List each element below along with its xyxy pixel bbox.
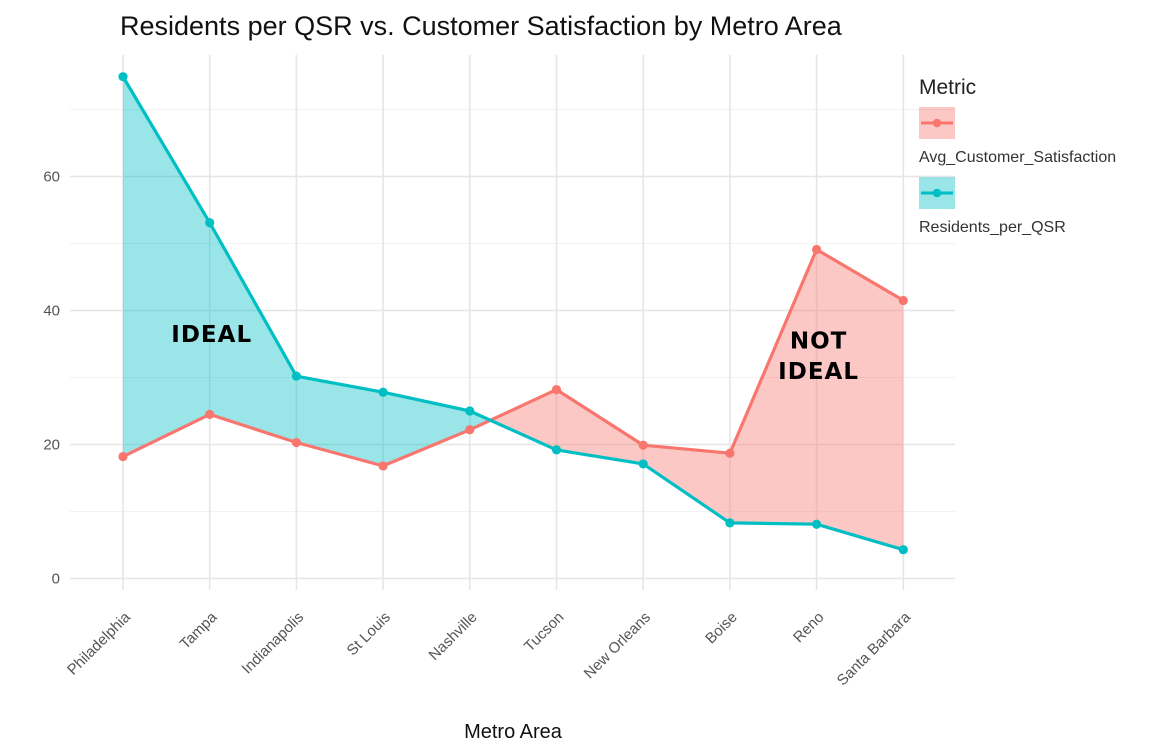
x-tick-label: Indianapolis [239,609,308,678]
y-tick-label: 20 [43,437,60,454]
data-point [378,387,388,397]
data-point [638,440,648,450]
data-point [465,425,475,435]
data-point [898,295,908,306]
grid-layer [70,55,955,590]
y-axis: 0 20 40 60 [43,169,60,588]
x-tick-label: St Louis [344,609,394,659]
legend-label: Avg_Customer_Satisfaction [919,149,1116,166]
chart-title: Residents per QSR vs. Customer Satisfact… [120,11,843,41]
data-point [291,437,301,448]
fill-between-region [643,445,730,523]
data-point [551,384,562,395]
legend-key-point [932,118,942,128]
fill-between-region [209,222,297,443]
data-point [205,218,215,228]
fill-between-region [490,389,557,450]
x-tick-label: Boise [702,609,741,648]
fill-between-region [123,76,210,457]
legend-label: Residents_per_QSR [919,219,1066,236]
legend-entry: Avg_Customer_Satisfaction [919,107,1116,166]
y-tick-label: 0 [52,571,60,588]
series-line-0 [122,247,905,468]
fill-between-region [296,376,384,466]
x-tick-label: Nashville [426,609,481,664]
series-layer [118,72,908,555]
data-point [812,519,822,529]
x-tick-label: New Orleans [581,609,654,682]
data-point [812,244,822,255]
fill-between-region [469,411,491,430]
data-point [725,518,735,528]
data-point [378,461,388,471]
fill-between-region [556,389,644,464]
x-tick-label: Tucson [521,609,567,655]
annotation-label: IDEAL [171,322,252,348]
data-point [465,406,475,416]
data-point [291,371,301,381]
legend-key-point [932,188,942,198]
data-point [725,448,735,458]
x-axis: Philadelphia Tampa Indianapolis St Louis Nas… [64,608,915,689]
y-tick-label: 40 [43,303,60,320]
legend-entry: Residents_per_QSR [919,177,1066,236]
data-point [118,451,128,462]
fill-layer [123,76,904,550]
x-tick-label: Santa Barbara [834,608,915,689]
series-line-1 [121,75,904,552]
y-tick-label: 60 [43,169,60,186]
legend-title: Metric [919,76,976,99]
legend: Metric Avg_Customer_Satisfaction Resident… [919,76,1116,236]
data-point [898,545,908,555]
data-point [118,72,128,82]
x-tick-label: Philadelphia [64,608,134,678]
data-point [205,409,215,419]
data-point [551,445,562,455]
annotations: IDEAL NOT IDEAL [171,322,859,385]
x-tick-label: Tampa [177,608,221,652]
fill-between-region [816,249,904,550]
x-tick-label: Reno [790,609,827,646]
fill-between-region [729,249,817,525]
data-point [638,459,648,469]
x-axis-title: Metro Area [464,721,563,743]
fill-between-region [383,392,470,466]
annotation-label: NOT [790,329,848,355]
annotation-label: IDEAL [778,359,859,385]
